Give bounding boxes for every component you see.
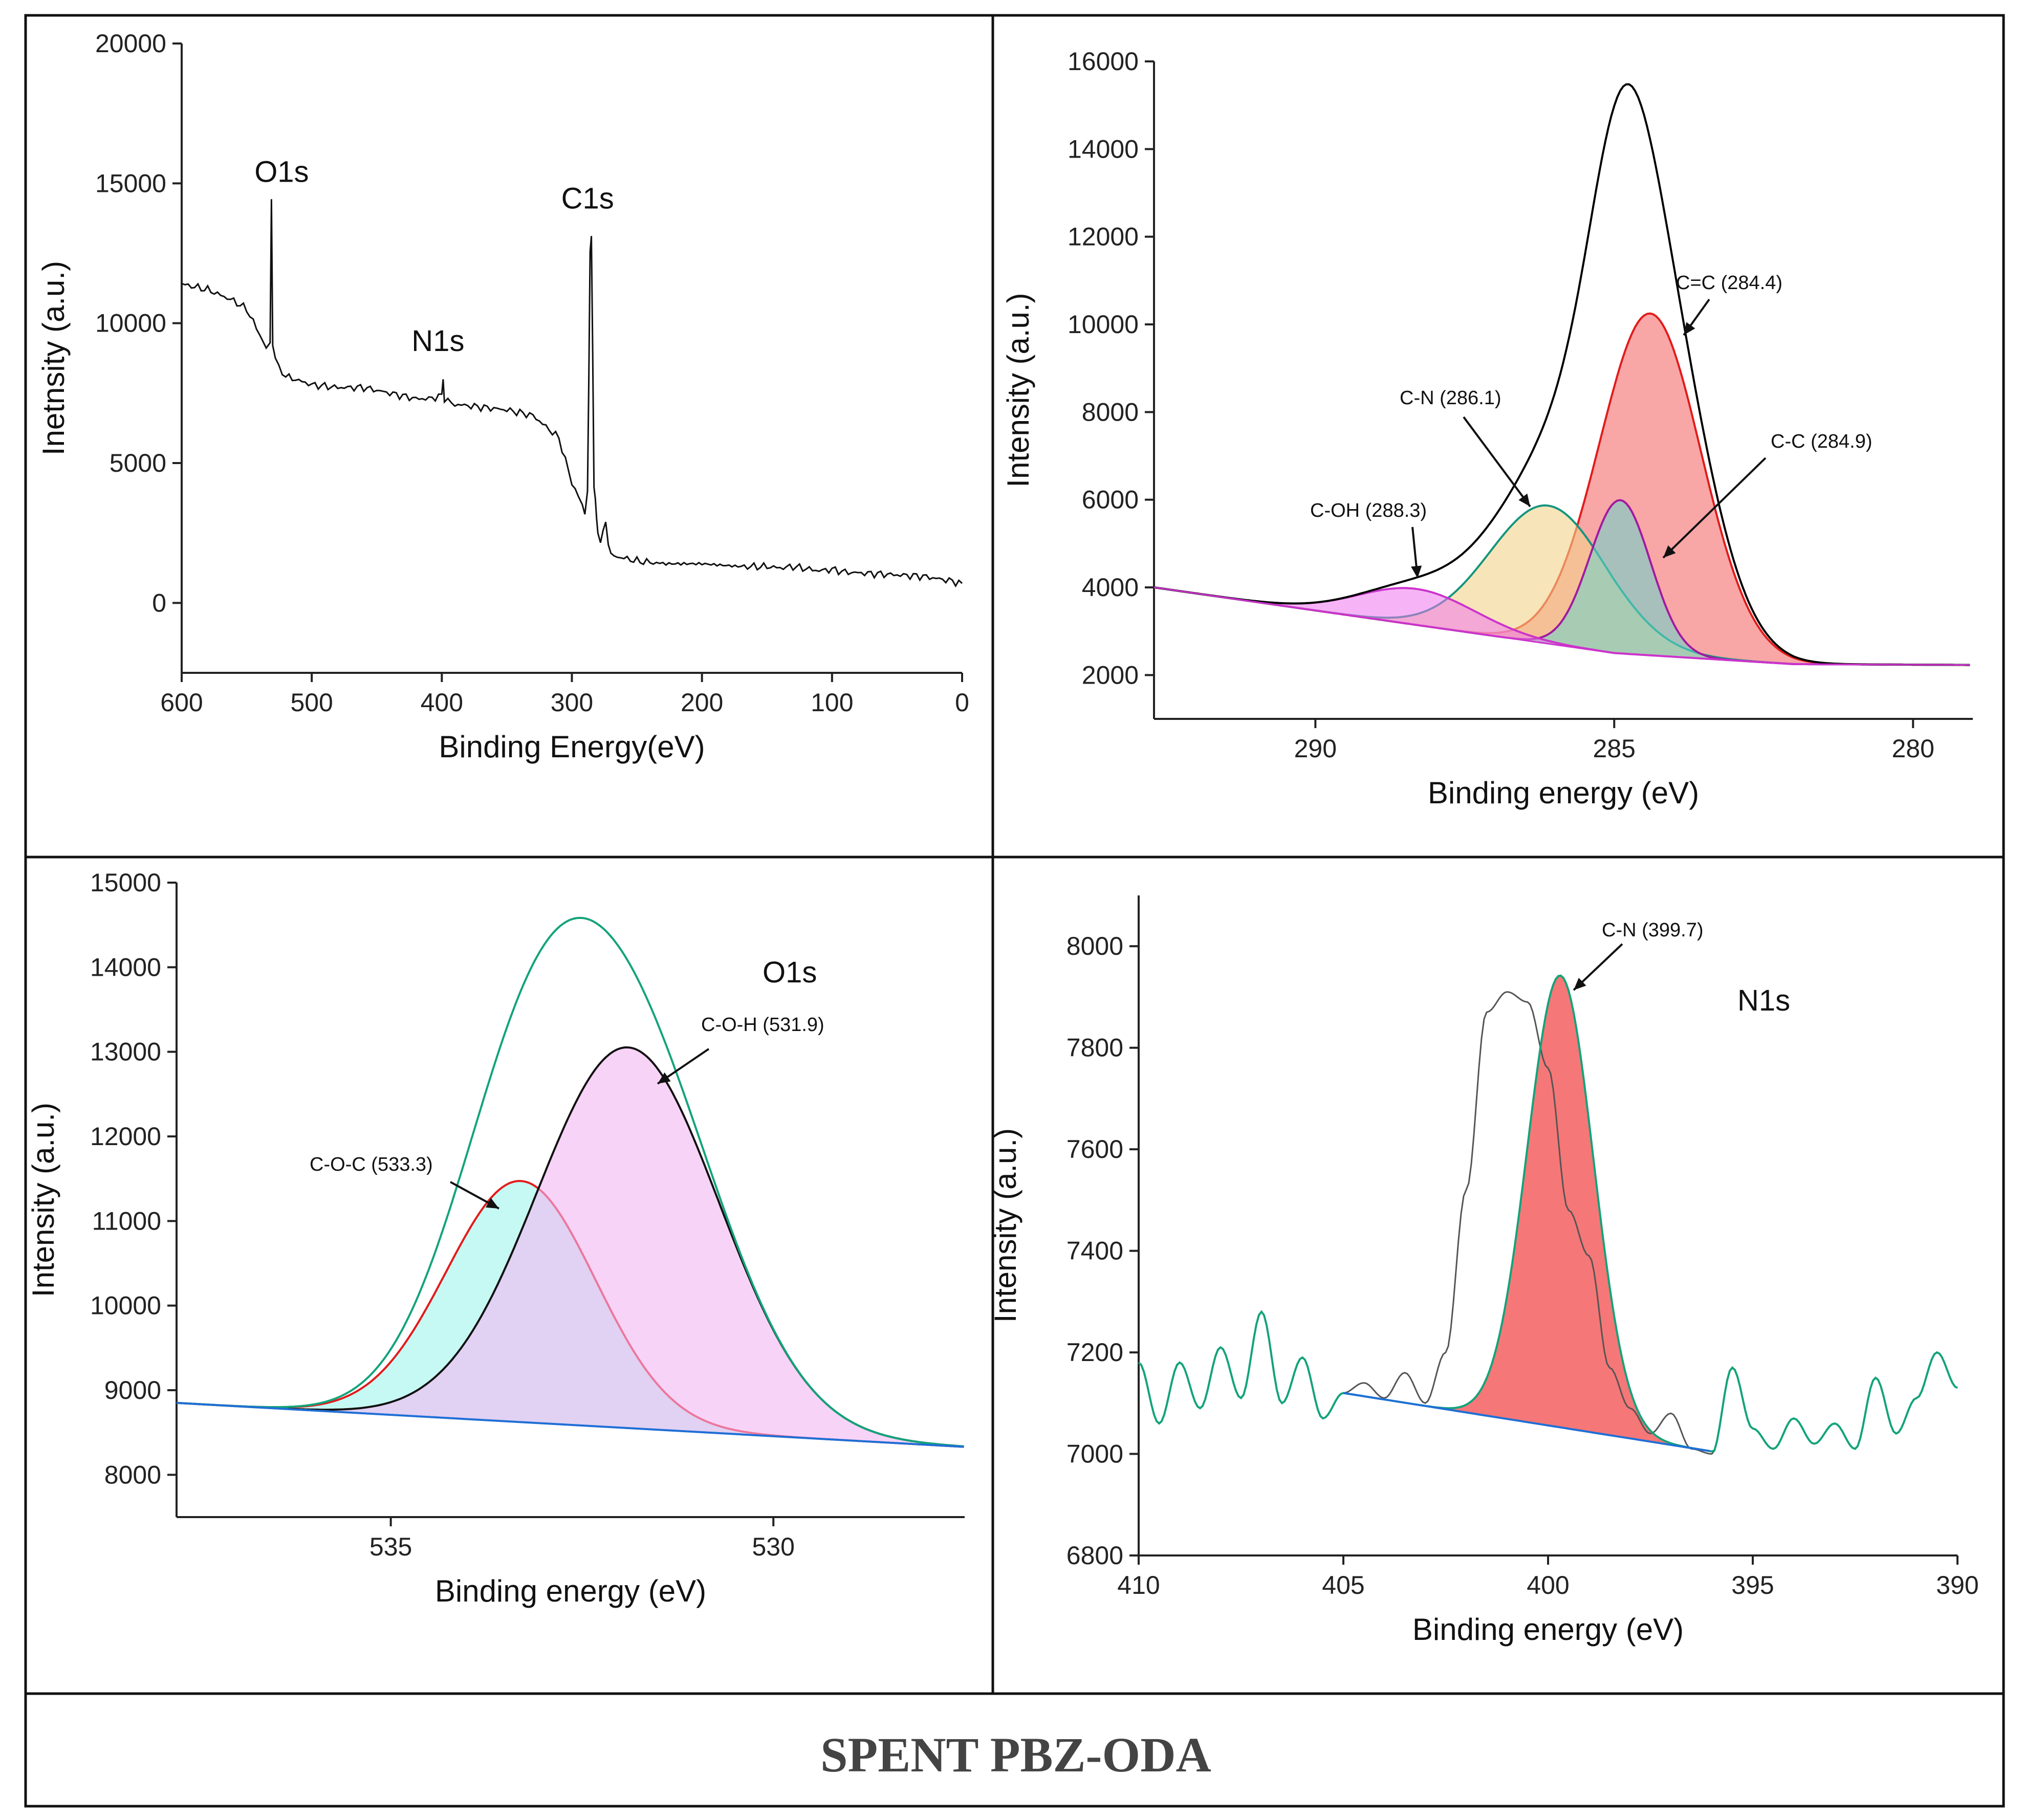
- y-tick-label: 6000: [1082, 486, 1139, 514]
- c-o-c-peak-annotation: C-O-C (533.3): [310, 1154, 433, 1175]
- x-tick-label: 400: [1527, 1571, 1569, 1599]
- o1s-panel: 8000 9000 10000 11000 12000 13000 14000 15000 53…: [26, 868, 965, 1608]
- c1s-background-line: [1154, 586, 1970, 666]
- y-tick-label: 10000: [95, 309, 166, 338]
- y-tick-label: 8000: [1067, 932, 1123, 960]
- y-axis-title: Intensity (a.u.): [1001, 293, 1035, 487]
- outer-frame: [24, 14, 2005, 1808]
- c-o-h-peak-arrow-head: [658, 1072, 671, 1084]
- o1s-peak-label: O1s: [254, 156, 309, 189]
- y-tick-label: 7800: [1067, 1034, 1123, 1062]
- x-axis-title: Binding energy (eV): [1412, 1612, 1684, 1647]
- survey-panel: 0 5000 10000 15000 20000 600 500 400 300 200 100 0 B…: [36, 29, 969, 764]
- o1s-envelope-line: [176, 916, 964, 1448]
- x-tick-label: 280: [1891, 734, 1934, 763]
- x-tick-label: 600: [160, 688, 203, 717]
- y-tick-label: 0: [152, 588, 166, 617]
- y-tick-label: 12000: [90, 1122, 161, 1151]
- c-c-single-peak-annotation: C-C (284.9): [1771, 431, 1873, 452]
- y-tick-label: 6800: [1067, 1541, 1123, 1570]
- y-axis-title: Inetnsity (a.u.): [36, 261, 71, 455]
- c-c-double-peak-annotation: C=C (284.4): [1676, 272, 1782, 294]
- y-tick-label: 11000: [92, 1207, 161, 1235]
- y-tick-label: 7400: [1067, 1237, 1123, 1265]
- x-tick-label: 100: [811, 688, 853, 717]
- y-tick-label: 12000: [1068, 223, 1139, 251]
- y-tick-label: 16000: [1068, 47, 1139, 76]
- o1s-panel-label: O1s: [763, 956, 817, 989]
- c-c-single-peak-arrow-head: [1663, 545, 1676, 558]
- y-tick-label: 20000: [95, 29, 166, 58]
- x-axis-title: Binding energy (eV): [1428, 776, 1699, 810]
- c-n-peak-annotation: C-N (286.1): [1400, 387, 1501, 409]
- x-tick-label: 390: [1936, 1571, 1978, 1599]
- y-tick-label: 7600: [1067, 1135, 1123, 1164]
- x-tick-label: 405: [1322, 1571, 1364, 1599]
- x-tick-label: 400: [421, 688, 463, 717]
- y-axis-title: Intensity (a.u.): [26, 1103, 60, 1297]
- x-axis-title: Binding Energy(eV): [439, 730, 705, 764]
- c-oh-peak-arrow-head: [1411, 565, 1422, 578]
- c-oh-peak-annotation: C-OH (288.3): [1310, 500, 1427, 521]
- panel-frames: [24, 14, 2005, 1808]
- y-tick-label: 2000: [1082, 661, 1139, 689]
- y-tick-label: 10000: [90, 1291, 161, 1320]
- y-tick-label: 5000: [110, 449, 166, 477]
- y-tick-label: 10000: [1068, 310, 1139, 339]
- n1s-fit-line: [1138, 974, 1958, 1453]
- c-o-h-peak-annotation: C-O-H (531.9): [701, 1014, 824, 1036]
- survey-spectrum-line: [181, 199, 963, 588]
- x-tick-label: 535: [369, 1532, 412, 1561]
- c-c-double-peak-arrow-head: [1684, 322, 1695, 335]
- c-n-peak-annotation: C-N (399.7): [1602, 919, 1704, 941]
- c-n-peak-arrow: [1463, 416, 1531, 508]
- figure-title: SPENT PBZ-ODA: [820, 1727, 1211, 1782]
- x-tick-label: 300: [551, 688, 593, 717]
- x-tick-label: 395: [1731, 1571, 1774, 1599]
- y-tick-label: 15000: [90, 868, 161, 897]
- c1s-peak-label: C1s: [561, 182, 614, 215]
- c-c-single-peak-arrow: [1662, 457, 1767, 559]
- y-tick-label: 15000: [95, 169, 166, 198]
- c-n-peak-arrow-head: [1518, 493, 1530, 507]
- x-tick-label: 530: [752, 1532, 794, 1561]
- c-n-peak-fill: [1154, 505, 1970, 665]
- n1s-panel-label: N1s: [1737, 984, 1790, 1017]
- y-tick-label: 9000: [104, 1376, 161, 1405]
- c-n-peak-fill: [1343, 975, 1710, 1452]
- c-n-peak-arrow-head: [1574, 977, 1586, 990]
- o1s-background-line: [176, 1401, 964, 1448]
- y-tick-label: 8000: [1082, 398, 1139, 426]
- x-axis-title: Binding energy (eV): [435, 1574, 706, 1608]
- n1s-panel: 6800 7000 7200 7400 7600 7800 8000 410 405 400 395…: [988, 895, 1979, 1647]
- c1s-panel: 2000 4000 6000 8000 10000 12000 14000 16000 290 2…: [1001, 47, 1973, 810]
- x-tick-label: 410: [1117, 1571, 1160, 1599]
- y-tick-label: 14000: [1068, 135, 1139, 163]
- y-tick-label: 7200: [1067, 1338, 1123, 1367]
- x-tick-label: 500: [290, 688, 333, 717]
- x-tick-label: 200: [681, 688, 723, 717]
- y-tick-label: 8000: [104, 1460, 161, 1489]
- c-oh-peak-fill: [1154, 587, 1970, 665]
- y-tick-label: 4000: [1082, 573, 1139, 602]
- c-o-h-peak-fill: [177, 1047, 964, 1447]
- c-c-single-peak-fill: [1154, 500, 1970, 665]
- n1s-background-line: [1343, 1392, 1711, 1453]
- y-tick-label: 13000: [90, 1038, 161, 1066]
- x-tick-label: 0: [955, 688, 969, 717]
- y-axis-title: Intensity (a.u.): [988, 1128, 1022, 1323]
- x-tick-label: 290: [1294, 734, 1337, 763]
- x-tick-label: 285: [1593, 734, 1636, 763]
- n1s-peak-label: N1s: [411, 324, 464, 358]
- c-o-c-peak-arrow-head: [486, 1198, 499, 1209]
- y-tick-label: 7000: [1067, 1440, 1123, 1468]
- y-tick-label: 14000: [90, 953, 161, 981]
